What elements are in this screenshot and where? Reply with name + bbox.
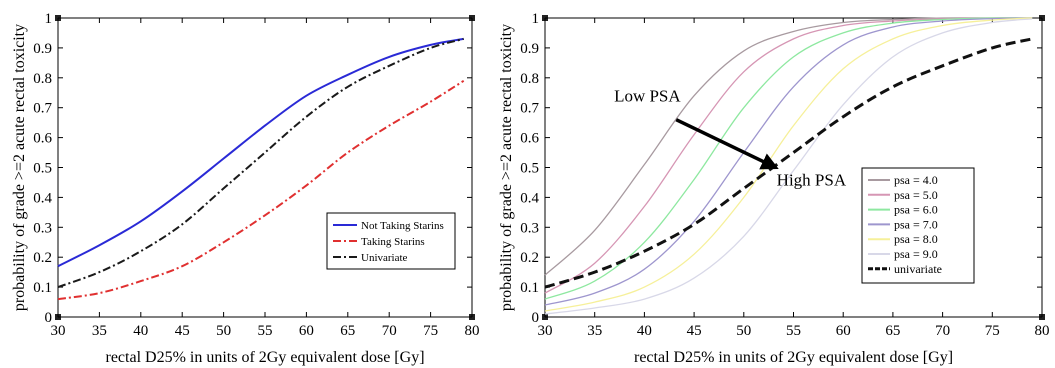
legend-label: psa = 8.0 xyxy=(894,232,938,246)
x-tick-label: 70 xyxy=(935,323,950,339)
x-tick-label: 60 xyxy=(299,323,314,339)
y-tick-label: 0.4 xyxy=(33,190,52,206)
y-tick-label: 0.1 xyxy=(33,280,52,296)
x-tick-label: 65 xyxy=(340,323,355,339)
y-tick-label: 0.2 xyxy=(520,250,539,266)
series-line-not-taking-starins xyxy=(57,37,464,268)
legend: Not Taking Starins Taking Starins Univaria… xyxy=(326,212,456,270)
x-tick-label: 55 xyxy=(258,323,273,339)
y-tick-label: 1 xyxy=(532,11,540,27)
legend-label: psa = 6.0 xyxy=(894,203,938,217)
legend-label: Not Taking Starins xyxy=(361,220,444,232)
x-tick-label: 45 xyxy=(687,323,702,339)
legend-box xyxy=(861,167,975,284)
y-tick-label: 0 xyxy=(45,310,53,326)
x-tick-label: 30 xyxy=(538,323,553,339)
x-tick-label: 35 xyxy=(587,323,602,339)
legend-label: Taking Starins xyxy=(361,236,425,248)
series-line-taking-starins xyxy=(57,79,465,301)
y-tick-label: 0 xyxy=(532,310,540,326)
y-tick-label: 0.6 xyxy=(520,131,539,147)
legend-label: psa = 7.0 xyxy=(894,217,938,231)
series-line-univariate xyxy=(544,37,1033,289)
x-tick-label: 45 xyxy=(175,323,190,339)
y-axis-label: probability of grade >=2 acute rectal to… xyxy=(498,24,515,311)
x-tick-label: 80 xyxy=(465,323,480,339)
legend-label: Univariate xyxy=(361,252,408,264)
series-line-psa-6-0 xyxy=(544,17,1033,300)
series-line-psa-8-0 xyxy=(544,17,1033,312)
annotation-label: Low PSA xyxy=(614,87,681,106)
plot-frame xyxy=(57,17,473,318)
annotation-label: High PSA xyxy=(777,170,847,189)
series-line-psa-4-0 xyxy=(544,17,1033,276)
y-tick-label: 0.6 xyxy=(33,131,52,147)
x-axis-label: rectal D25% in units of 2Gy equivalent d… xyxy=(105,349,424,366)
y-tick-label: 0.8 xyxy=(520,71,539,87)
x-tick-label: 60 xyxy=(836,323,851,339)
x-tick-label: 40 xyxy=(637,323,652,339)
legend-label: psa = 9.0 xyxy=(894,247,938,261)
x-tick-label: 35 xyxy=(92,323,107,339)
y-tick-label: 0.7 xyxy=(33,101,52,117)
y-axis-label: probability of grade >=2 acute rectal to… xyxy=(11,24,28,311)
legend-label: psa = 5.0 xyxy=(894,188,938,202)
y-tick-label: 0.5 xyxy=(33,161,52,177)
y-tick-label: 0.2 xyxy=(33,250,52,266)
x-tick-label: 50 xyxy=(216,323,231,339)
x-axis-label: rectal D25% in units of 2Gy equivalent d… xyxy=(634,349,953,366)
right-chart: 30 35 40 45 50 55 60 65 70 75 80 0 0.1 0.2 0.3 0.4 0.5 0.… xyxy=(498,11,1050,366)
legend-box xyxy=(326,212,456,270)
x-tick-label: 75 xyxy=(985,323,1000,339)
legend-label: univariate xyxy=(894,262,942,276)
x-tick-label: 70 xyxy=(382,323,397,339)
series-line-univariate xyxy=(57,37,464,289)
x-tick-label: 80 xyxy=(1035,323,1050,339)
legend-label: psa = 4.0 xyxy=(894,173,938,187)
y-tick-label: 0.9 xyxy=(520,41,539,57)
x-tick-label: 55 xyxy=(786,323,801,339)
y-tick-label: 0.3 xyxy=(33,220,52,236)
y-tick-label: 0.5 xyxy=(520,161,539,177)
x-tick-label: 40 xyxy=(133,323,148,339)
x-tick-label: 65 xyxy=(885,323,900,339)
left-chart: 30 35 40 45 50 55 60 65 70 75 80 0 0.1 0.2 0.3 0.4 0.5 0.… xyxy=(11,11,480,366)
psa-arrow xyxy=(675,118,779,170)
y-tick-label: 0.7 xyxy=(520,101,539,117)
y-tick-label: 0.8 xyxy=(33,71,52,87)
y-tick-label: 0.9 xyxy=(33,41,52,57)
y-tick-label: 1 xyxy=(45,11,53,27)
series-line-psa-9-0 xyxy=(544,18,1033,315)
y-tick-label: 0.1 xyxy=(520,280,539,296)
x-tick-label: 30 xyxy=(51,323,66,339)
x-tick-label: 50 xyxy=(736,323,751,339)
y-tick-label: 0.4 xyxy=(520,190,539,206)
series-line-psa-7-0 xyxy=(544,17,1033,306)
y-tick-label: 0.3 xyxy=(520,220,539,236)
x-tick-label: 75 xyxy=(423,323,438,339)
